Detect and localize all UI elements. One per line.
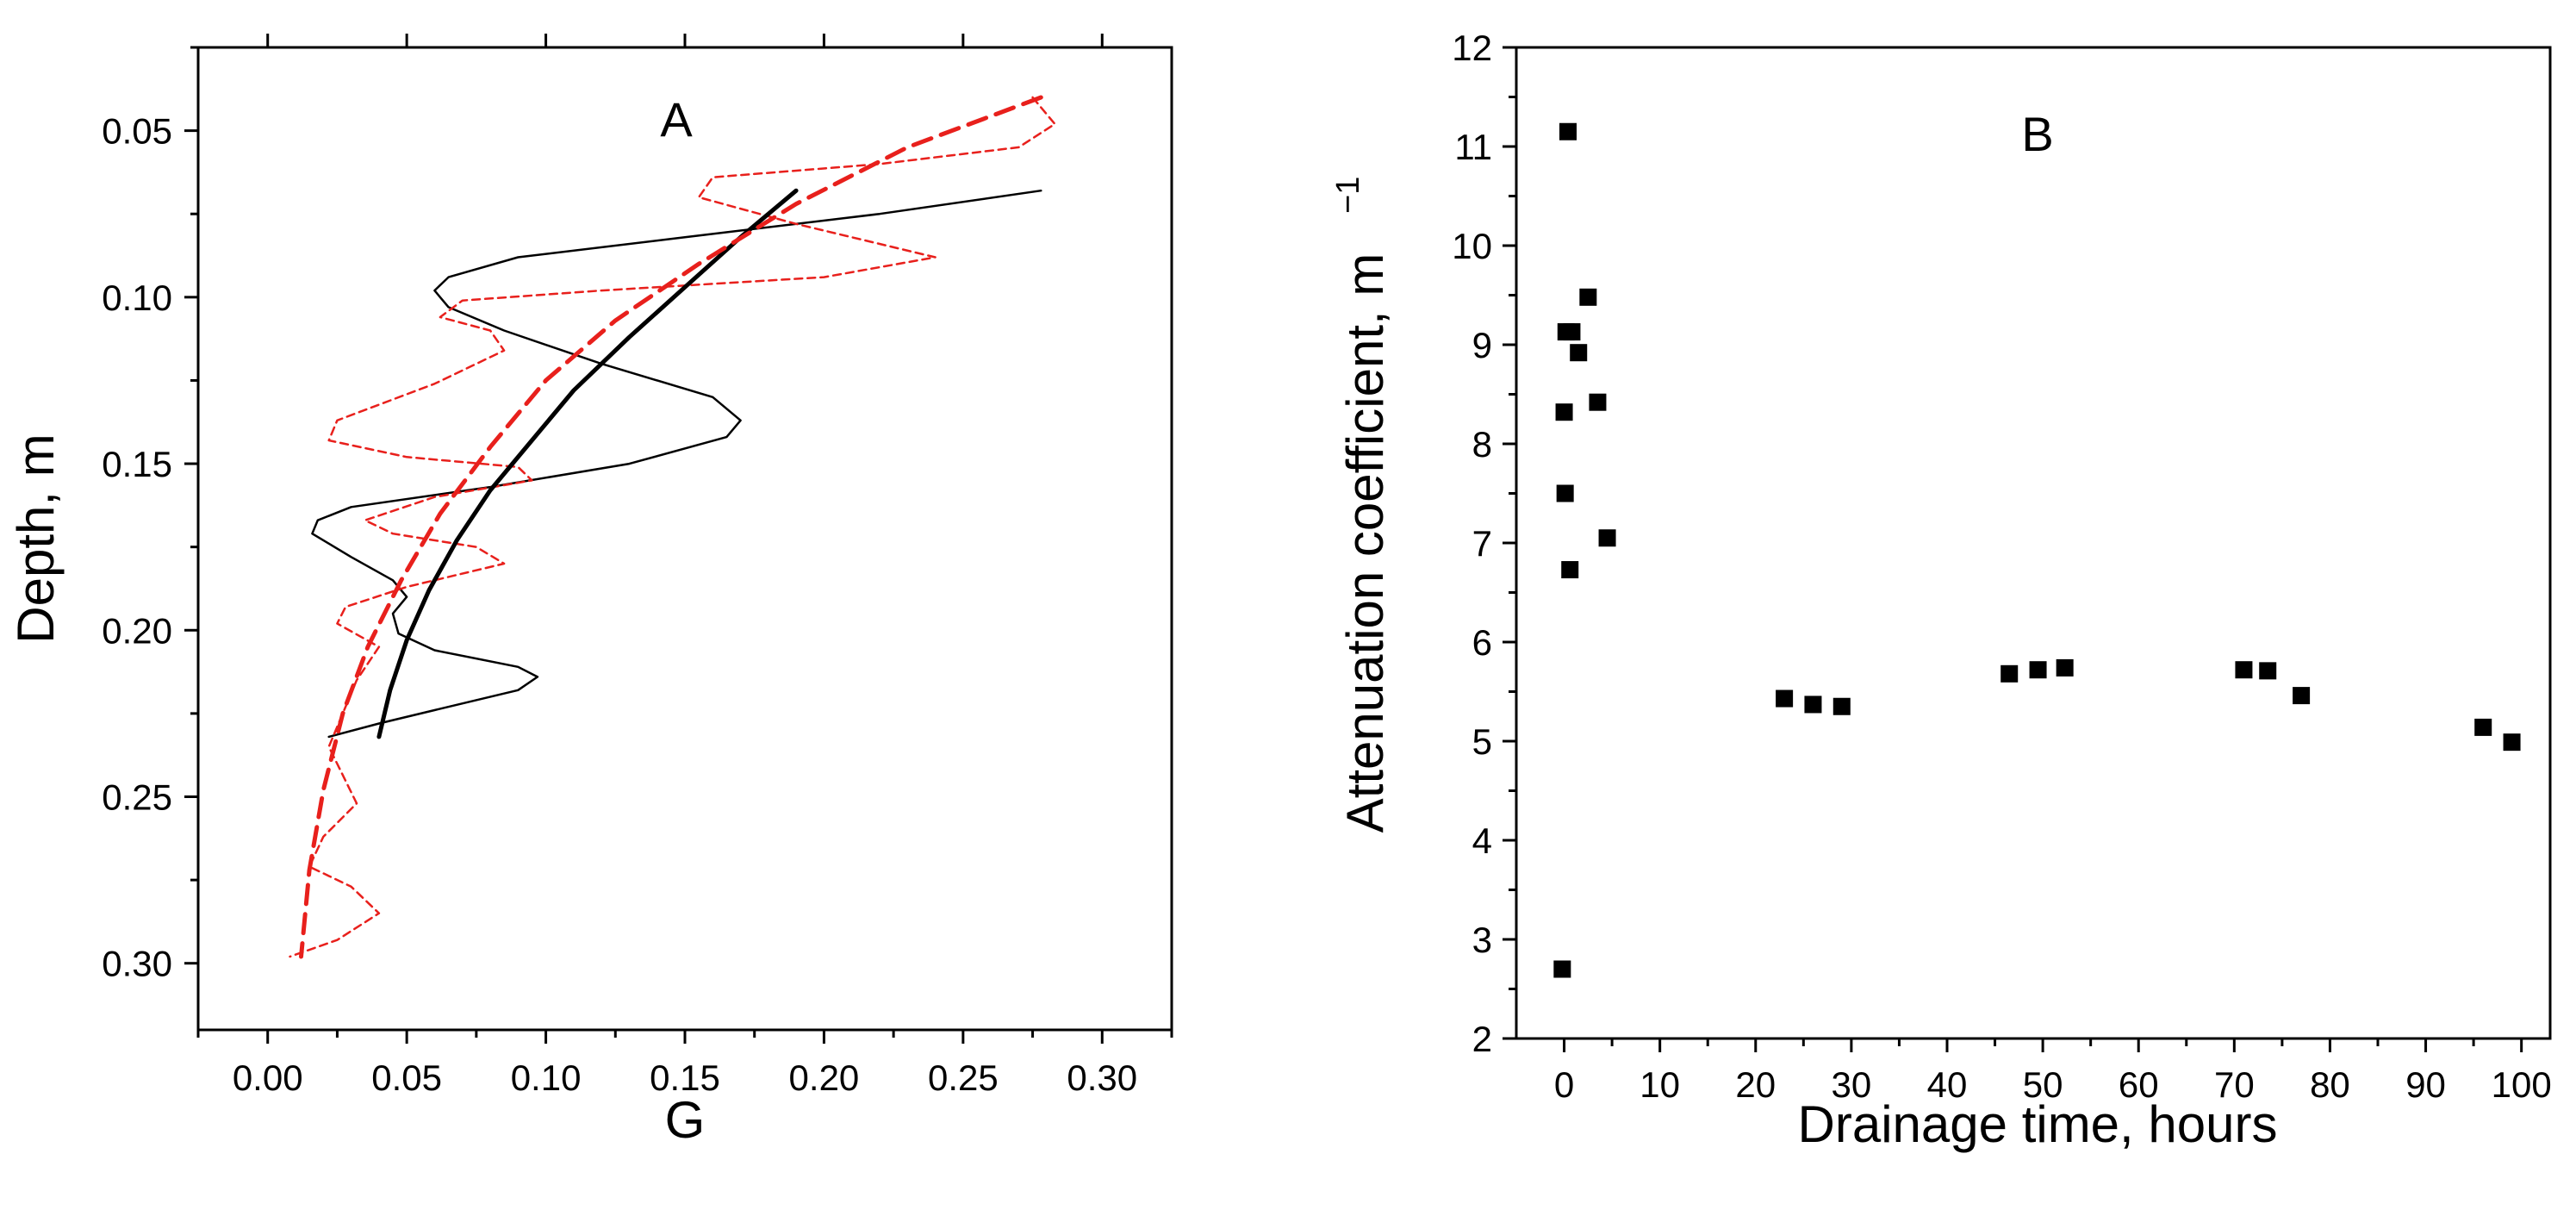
panel-b-x-axis-title: Drainage time, hours bbox=[1798, 1095, 2278, 1153]
panel-b-data-point bbox=[2474, 718, 2492, 736]
panel-a-y-tick-label: 0.15 bbox=[102, 444, 172, 484]
panel-a-x-tick-label: 0.20 bbox=[789, 1057, 860, 1098]
panel-a-x-tick-label: 0.15 bbox=[650, 1057, 720, 1098]
panel-a-series-dashed-thin bbox=[289, 96, 1056, 958]
panel-b-data-point bbox=[2259, 662, 2277, 680]
panel-b-data-point bbox=[1559, 122, 1577, 140]
panel-a-y-tick-label: 0.10 bbox=[102, 278, 172, 318]
panel-b-data-point bbox=[2235, 661, 2253, 679]
panel-b-data-point bbox=[1579, 288, 1597, 306]
panel-b-y-tick-label: 4 bbox=[1472, 820, 1492, 861]
panel-b-y-axis-title-group: Attenuation coefficient, m −1 bbox=[1330, 177, 1394, 833]
panel-a-series-dashed-thick bbox=[299, 95, 1043, 959]
panel-a-y-tick-label: 0.20 bbox=[102, 610, 172, 651]
panel-b-y-tick-label: 2 bbox=[1472, 1019, 1492, 1059]
panel-b-y-tick-label: 12 bbox=[1452, 28, 1492, 68]
panel-a-series-solid-thin bbox=[311, 189, 1042, 739]
panel-a-label: A bbox=[660, 92, 693, 147]
panel-b-x-tick-label: 0 bbox=[1554, 1064, 1574, 1105]
panel-b-data-point bbox=[1570, 344, 1588, 362]
panel-b-x-tick-label: 90 bbox=[2405, 1064, 2446, 1105]
panel-b-data-point bbox=[1557, 323, 1575, 341]
panel-b-label: B bbox=[2021, 107, 2053, 161]
panel-b-plot-frame bbox=[1515, 46, 2552, 1040]
panel-b-x-tick-label: 100 bbox=[2492, 1064, 2552, 1105]
panel-b-y-tick-label: 10 bbox=[1452, 226, 1492, 266]
panel-b-data-point bbox=[1555, 403, 1573, 421]
panel-b-data-point bbox=[2503, 733, 2521, 752]
panel-b-data-point bbox=[2029, 661, 2047, 679]
panel-a-series-group bbox=[289, 95, 1056, 959]
panel-b-y-axis-title: Attenuation coefficient, m bbox=[1336, 253, 1394, 833]
panel-b-y-tick-label: 6 bbox=[1472, 622, 1492, 663]
panel-a-plot-frame bbox=[196, 46, 1173, 1032]
panel-a-x-tick-label: 0.30 bbox=[1067, 1057, 1137, 1098]
panel-b-y-tick-label: 8 bbox=[1472, 424, 1492, 465]
panel-a-y-tick-label: 0.25 bbox=[102, 777, 172, 817]
panel-b-x-tick-label: 80 bbox=[2310, 1064, 2350, 1105]
panel-b-points-group bbox=[1553, 122, 2521, 978]
panel-b-data-point bbox=[1804, 695, 1822, 714]
panel-b-x-tick-label: 10 bbox=[1640, 1064, 1680, 1105]
panel-a-y-axis-title: Depth, m bbox=[7, 433, 65, 643]
panel-b-y-tick-label: 9 bbox=[1472, 325, 1492, 365]
panel-b-y-axis-title-superscript: −1 bbox=[1330, 177, 1366, 214]
panel-b-y-tick-label: 11 bbox=[1454, 127, 1492, 167]
panel-b-data-point bbox=[1553, 960, 1571, 978]
panel-a-x-tick-label: 0.05 bbox=[371, 1057, 442, 1098]
panel-b-x-tick-label: 70 bbox=[2214, 1064, 2255, 1105]
panel-b-x-tick-label: 40 bbox=[1927, 1064, 1968, 1105]
panel-b-data-point bbox=[1776, 689, 1794, 708]
panel-b-data-point bbox=[1598, 529, 1616, 547]
panel-b-data-point bbox=[1556, 484, 1574, 502]
panel-a-y-tick-label: 0.30 bbox=[102, 944, 172, 984]
panel-a-x-tick-label: 0.10 bbox=[511, 1057, 582, 1098]
panel-b-data-point bbox=[2056, 658, 2074, 677]
panel-b-y-tick-label: 7 bbox=[1472, 523, 1492, 564]
panel-b-x-tick-label: 20 bbox=[1735, 1064, 1776, 1105]
panel-b-y-axis: 2 3 4 5 6 7 8 9 10 11 12 bbox=[1452, 28, 1516, 1059]
panel-a-y-axis: 0.05 0.10 0.15 0.20 0.25 0.30 bbox=[102, 46, 198, 984]
panel-b-data-point bbox=[1561, 561, 1579, 579]
panel-b-data-point bbox=[1589, 393, 1607, 411]
panel-b-y-tick-label: 5 bbox=[1472, 721, 1492, 762]
panel-a-x-tick-label: 0.25 bbox=[928, 1057, 999, 1098]
panel-b-x-axis: 0 10 20 30 40 50 60 70 80 90 100 bbox=[1554, 1038, 2552, 1105]
panel-b-x-tick-label: 60 bbox=[2119, 1064, 2159, 1105]
panel-a-x-tick-label: 0.00 bbox=[233, 1057, 303, 1098]
panel-a-y-tick-label: 0.05 bbox=[102, 111, 172, 152]
panel-b-data-point bbox=[1832, 697, 1851, 715]
panel-a-x-axis: 0.00 0.05 0.10 0.15 0.20 0.25 0.30 bbox=[196, 34, 1173, 1098]
panel-b-data-point bbox=[2000, 664, 2019, 683]
panel-b-data-point bbox=[2293, 687, 2311, 705]
panel-b-y-tick-label: 3 bbox=[1472, 920, 1492, 960]
panel-a-series-solid-thick bbox=[376, 188, 799, 739]
panel-a-x-axis-title: G bbox=[665, 1091, 706, 1149]
panel-a-chart: 0.00 0.05 0.10 0.15 0.20 0.25 0.30 0.05 0.10 0.1… bbox=[7, 34, 1173, 1149]
panel-b-x-tick-label: 30 bbox=[1832, 1064, 1872, 1105]
panel-b-x-tick-label: 50 bbox=[2023, 1064, 2063, 1105]
